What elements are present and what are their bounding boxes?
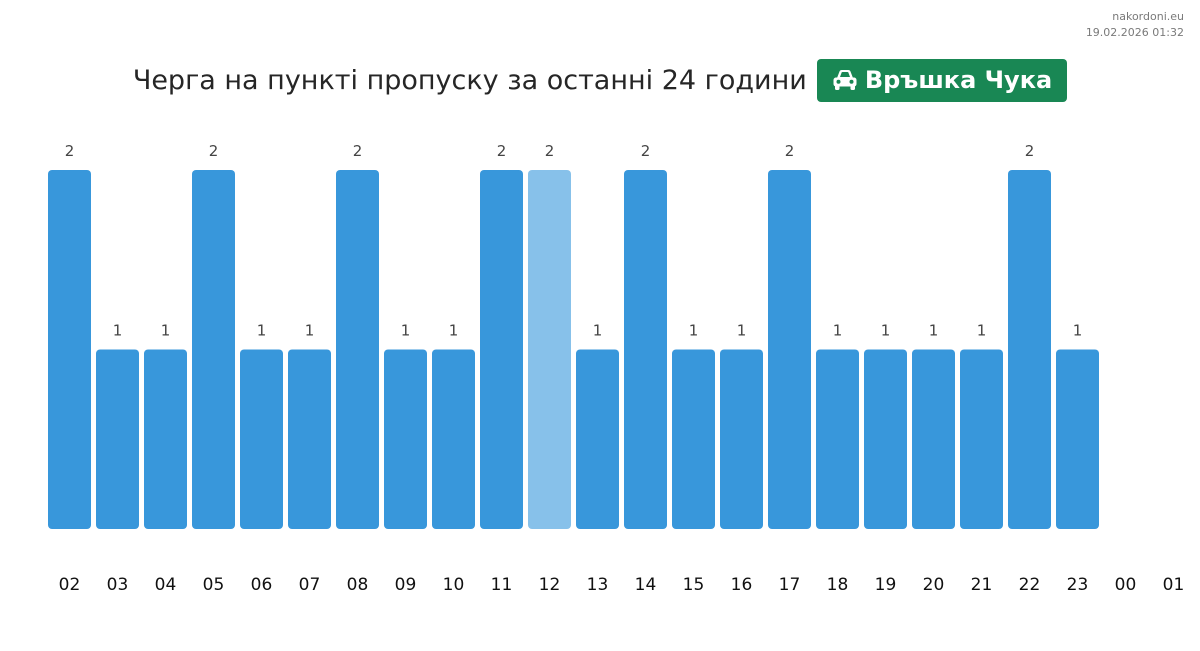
bar-17 [768,170,811,529]
x-tick-label-17: 17 [779,575,801,595]
data-label-13: 1 [593,322,603,340]
x-tick-label-13: 13 [587,575,609,595]
bar-10 [432,349,475,529]
x-tick-label-20: 20 [923,575,945,595]
data-label-07: 1 [305,322,315,340]
x-tick-label-03: 03 [107,575,129,595]
data-label-10: 1 [449,322,459,340]
bar-23 [1056,349,1099,529]
bar-03 [96,349,139,529]
x-tick-label-11: 11 [491,575,513,595]
x-tick-label-06: 06 [251,575,273,595]
chart-header: Черга на пункті пропуску за останні 24 г… [0,58,1200,102]
data-label-18: 1 [833,322,843,340]
data-label-02: 2 [65,142,75,160]
x-tick-label-10: 10 [443,575,465,595]
bar-16 [720,349,763,529]
data-label-20: 1 [929,322,939,340]
data-label-19: 1 [881,322,891,340]
chart-title: Черга на пункті пропуску за останні 24 г… [132,64,807,96]
x-tick-label-00: 00 [1115,575,1137,595]
bar-15 [672,349,715,529]
x-tick-label-05: 05 [203,575,225,595]
x-tick-label-16: 16 [731,575,753,595]
site-name: nakordoni.eu [1112,10,1184,23]
bar-22 [1008,170,1051,529]
x-tick-label-04: 04 [155,575,177,595]
x-tick-label-02: 02 [59,575,81,595]
x-tick-label-09: 09 [395,575,417,595]
data-label-23: 1 [1073,322,1083,340]
data-label-09: 1 [401,322,411,340]
bar-21 [960,349,1003,529]
bar-09 [384,349,427,529]
bar-14 [624,170,667,529]
x-tick-label-21: 21 [971,575,993,595]
data-label-08: 2 [353,142,363,160]
data-label-12: 2 [545,142,555,160]
bar-08 [336,170,379,529]
timestamp: 19.02.2026 01:32 [1085,26,1184,39]
data-label-21: 1 [977,322,987,340]
x-tick-label-12: 12 [539,575,561,595]
bar-06 [240,349,283,529]
x-tick-label-07: 07 [299,575,321,595]
x-tick-label-18: 18 [827,575,849,595]
x-tick-label-15: 15 [683,575,705,595]
checkpoint-badge: Връшка Чука [816,58,1068,102]
x-tick-label-23: 23 [1067,575,1089,595]
bar-18 [816,349,859,529]
data-label-17: 2 [785,142,795,160]
data-label-11: 2 [497,142,507,160]
bar-07 [288,349,331,529]
data-label-03: 1 [113,322,123,340]
data-label-14: 2 [641,142,651,160]
data-label-05: 2 [209,142,219,160]
data-label-04: 1 [161,322,171,340]
x-tick-label-14: 14 [635,575,657,595]
site-info: nakordoni.eu 19.02.2026 01:32 [1086,9,1184,41]
bar-13 [576,349,619,529]
checkpoint-name: Връшка Чука [864,66,1053,94]
data-label-16: 1 [737,322,747,340]
data-label-06: 1 [257,322,267,340]
bar-19 [864,349,907,529]
car-icon [833,70,857,90]
bar-02 [48,170,91,529]
data-label-22: 2 [1025,142,1035,160]
bar-05 [192,170,235,529]
x-tick-label-22: 22 [1019,575,1041,595]
x-tick-label-08: 08 [347,575,369,595]
x-tick-label-19: 19 [875,575,897,595]
x-tick-label-01: 01 [1163,575,1185,595]
bar-20 [912,349,955,529]
bar-11 [480,170,523,529]
bar-12 [528,170,571,529]
bar-04 [144,349,187,529]
data-label-15: 1 [689,322,699,340]
